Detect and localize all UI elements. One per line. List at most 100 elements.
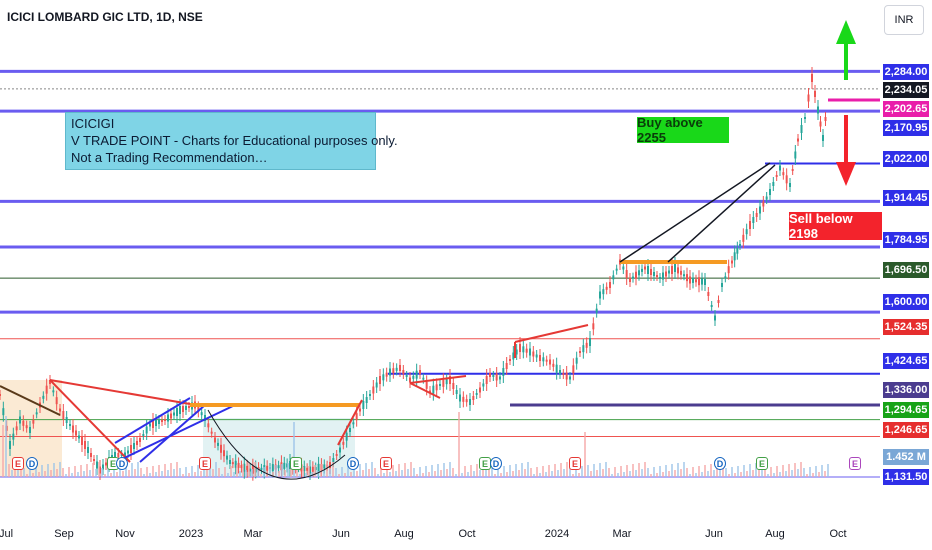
- volume-bar: [680, 469, 682, 477]
- candle-body: [182, 406, 184, 412]
- volume-bar: [296, 468, 298, 477]
- trend-line: [139, 404, 206, 463]
- volume-bar: [92, 463, 94, 477]
- price-tag: 1,914.45: [883, 190, 929, 206]
- volume-bar: [566, 462, 568, 477]
- volume-bar: [338, 474, 340, 477]
- event-marker[interactable]: D: [26, 457, 38, 470]
- volume-bar: [725, 468, 727, 477]
- event-marker[interactable]: E: [569, 457, 581, 470]
- candle-body: [130, 445, 132, 453]
- candle-body: [599, 291, 601, 299]
- event-marker[interactable]: E: [756, 457, 768, 470]
- volume-bar: [575, 467, 577, 477]
- event-marker[interactable]: D: [116, 457, 128, 470]
- candle-body: [512, 352, 515, 360]
- volume-bar: [698, 466, 700, 477]
- candle-body: [197, 406, 200, 412]
- sell-label: Sell below 2198: [789, 211, 882, 241]
- candle-body: [472, 396, 475, 400]
- volume-bar: [107, 467, 109, 477]
- volume-bar: [191, 466, 193, 477]
- candle-body: [345, 432, 348, 441]
- candle-body: [656, 275, 658, 277]
- candle-body: [462, 396, 465, 402]
- volume-bar: [236, 465, 238, 477]
- volume-bar: [599, 463, 601, 477]
- candle-body: [752, 217, 755, 223]
- candle-body: [765, 196, 768, 200]
- candle-body: [807, 94, 810, 102]
- volume-bar: [11, 470, 13, 477]
- volume-bar: [554, 464, 556, 477]
- candle-body: [469, 399, 471, 405]
- event-marker[interactable]: D: [714, 457, 726, 470]
- volume-bar: [5, 416, 7, 477]
- candle-body: [317, 463, 320, 472]
- volume-bar: [410, 462, 412, 477]
- event-marker[interactable]: E: [849, 457, 861, 470]
- candle-body: [545, 359, 548, 362]
- x-tick-label: 2024: [544, 528, 570, 540]
- volume-bar: [515, 464, 517, 477]
- candle-body: [412, 375, 415, 379]
- event-marker[interactable]: E: [290, 457, 302, 470]
- volume-bar: [200, 471, 202, 477]
- volume-bar: [581, 466, 583, 477]
- candle-body: [674, 264, 676, 272]
- volume-bar: [527, 462, 529, 477]
- volume-bar: [173, 469, 175, 477]
- candle-body: [755, 213, 758, 217]
- event-marker[interactable]: E: [380, 457, 392, 470]
- candle-body: [572, 365, 575, 374]
- event-marker[interactable]: E: [199, 457, 211, 470]
- candle-body: [306, 467, 309, 471]
- volume-bar: [665, 465, 667, 477]
- volume-bar: [8, 464, 10, 477]
- candle-body: [817, 106, 819, 114]
- volume-bar: [773, 473, 775, 477]
- candle-body: [15, 426, 18, 431]
- volume-bar: [362, 470, 364, 477]
- volume-bar: [587, 465, 589, 477]
- volume-bar: [614, 467, 616, 477]
- event-marker[interactable]: E: [12, 457, 24, 470]
- volume-bar: [683, 462, 685, 477]
- volume-bar: [401, 470, 403, 477]
- volume-bar: [179, 468, 181, 477]
- price-tag: 1,424.65: [883, 353, 929, 369]
- trend-line: [114, 397, 191, 444]
- candle-body: [379, 376, 381, 384]
- candle-body: [142, 434, 145, 436]
- volume-bar: [53, 463, 55, 477]
- candle-body: [449, 376, 451, 384]
- volume-bar: [545, 472, 547, 477]
- event-marker[interactable]: D: [347, 457, 359, 470]
- candle-body: [395, 367, 398, 371]
- candle-body: [399, 365, 401, 371]
- candle-body: [677, 267, 679, 274]
- volume-bar: [119, 465, 121, 477]
- price-tag: 2,170.95: [883, 120, 929, 136]
- volume-bar: [326, 463, 328, 477]
- event-marker[interactable]: D: [490, 457, 502, 470]
- trend-line: [0, 385, 61, 416]
- volume-bar: [59, 462, 61, 477]
- volume-bar: [365, 463, 367, 477]
- volume-bar: [713, 470, 715, 477]
- volume-bar: [293, 422, 295, 477]
- candle-body: [625, 270, 628, 278]
- volume-bar: [458, 412, 460, 477]
- volume-bar: [128, 470, 130, 477]
- candle-body: [585, 342, 588, 348]
- volume-bar: [521, 463, 523, 477]
- candle-body: [65, 417, 68, 423]
- currency-button[interactable]: INR: [884, 5, 924, 35]
- volume-bar: [353, 465, 355, 477]
- volume-bar: [68, 467, 70, 477]
- volume-bar: [182, 474, 184, 477]
- volume-bar: [431, 465, 433, 477]
- volume-bar: [419, 467, 421, 477]
- candle-body: [479, 387, 481, 393]
